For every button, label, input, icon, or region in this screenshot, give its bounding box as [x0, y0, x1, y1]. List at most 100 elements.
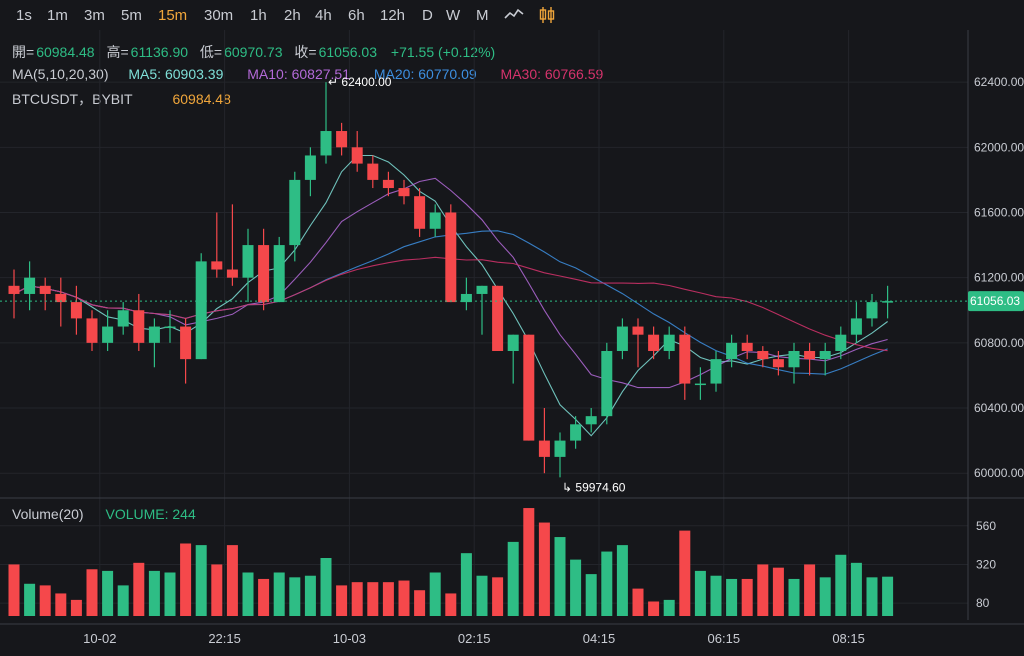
volume-bar	[320, 558, 332, 616]
time-tick-label: 04:15	[583, 631, 616, 646]
volume-bar	[726, 578, 738, 616]
close-value: 61056.03	[318, 44, 377, 60]
line-chart-icon[interactable]	[504, 6, 524, 27]
volume-bar	[398, 580, 410, 616]
high-label: 高=	[106, 44, 129, 60]
volume-bar	[70, 599, 82, 616]
timeframe-15m[interactable]: 15m	[158, 7, 188, 24]
volume-bar	[258, 578, 270, 616]
candle-body	[289, 179, 301, 246]
volume-legend: Volume(20) VOLUME: 244	[12, 506, 198, 522]
symbol-price: 60984.48	[172, 91, 231, 107]
timeframe-12h[interactable]: 12h	[380, 7, 406, 24]
candle-body	[648, 334, 660, 351]
volume-bar	[180, 543, 192, 616]
symbol-name: BTCUSDT，BYBIT	[12, 91, 133, 107]
volume-bar	[429, 572, 441, 616]
timeframe-1m[interactable]: 1m	[47, 7, 68, 24]
candle-body	[382, 179, 394, 189]
volume-bar	[289, 577, 301, 616]
volume-value: VOLUME: 244	[105, 506, 196, 522]
candle-body	[460, 293, 472, 303]
volume-bar	[8, 564, 20, 616]
volume-bar	[632, 588, 644, 616]
candle-body	[445, 212, 457, 303]
volume-bar	[538, 522, 550, 616]
timeframe-4h[interactable]: 4h	[315, 7, 332, 24]
candle-body	[133, 310, 145, 343]
candle-body	[55, 293, 67, 303]
volume-bar	[772, 567, 784, 616]
volume-bar	[242, 572, 254, 616]
candle-body	[164, 326, 176, 329]
candle-body	[195, 261, 207, 360]
timeframe-5m[interactable]: 5m	[121, 7, 142, 24]
volume-bar	[694, 570, 706, 616]
candle-body	[242, 245, 254, 278]
volume-bar	[226, 545, 238, 616]
open-label: 開=	[12, 44, 35, 60]
candlestick-icon[interactable]	[538, 6, 556, 29]
timeframe-1h[interactable]: 1h	[250, 7, 267, 24]
timeframe-m[interactable]: M	[476, 7, 489, 24]
time-tick-label: 02:15	[458, 631, 491, 646]
candle-body	[804, 350, 816, 360]
candle-body	[679, 334, 691, 384]
candle-body	[351, 147, 363, 164]
high-value: 61136.90	[130, 44, 189, 60]
candle-body	[757, 350, 769, 360]
time-tick-label: 10-03	[333, 631, 366, 646]
volume-bar	[616, 545, 628, 616]
volume-bar	[554, 537, 566, 616]
candle-body	[258, 245, 270, 303]
candle-body	[710, 359, 722, 384]
volume-bar	[336, 585, 348, 616]
volume-bar	[679, 530, 691, 616]
candle-body	[86, 318, 98, 343]
volume-bar	[273, 572, 285, 616]
volume-bar	[195, 545, 207, 616]
price-tick-label: 61600.00	[974, 205, 1024, 219]
candle-body	[414, 196, 426, 229]
candle-body	[492, 285, 504, 351]
volume-bar	[164, 572, 176, 616]
candle-body	[273, 245, 285, 303]
ma5-line	[13, 154, 888, 437]
timeframe-d[interactable]: D	[422, 7, 433, 24]
price-tick-label: 62400.00	[974, 75, 1024, 89]
volume-tick-label: 560	[976, 519, 996, 533]
timeframe-30m[interactable]: 30m	[204, 7, 234, 24]
timeframe-3m[interactable]: 3m	[84, 7, 105, 24]
timeframe-6h[interactable]: 6h	[348, 7, 365, 24]
candle-body	[148, 326, 160, 343]
low-annotation: ↳ 59974.60	[562, 480, 626, 494]
timeframe-2h[interactable]: 2h	[284, 7, 301, 24]
candle-body	[102, 326, 114, 343]
candle-body	[601, 350, 613, 417]
low-label: 低=	[199, 44, 223, 60]
candle-body	[616, 326, 628, 351]
current-price-badge	[968, 291, 1024, 312]
candle-body	[226, 269, 238, 278]
candle-body	[336, 131, 348, 148]
candle-body	[663, 334, 675, 351]
candle-body	[8, 285, 20, 294]
volume-bar	[663, 599, 675, 616]
ma30-value: MA30: 60766.59	[500, 66, 604, 82]
volume-bar	[866, 577, 878, 616]
price-tick-label: 62000.00	[974, 140, 1024, 154]
timeframe-1s[interactable]: 1s	[16, 7, 32, 24]
ma10-line	[13, 177, 888, 389]
volume-bar	[710, 575, 722, 616]
candle-body	[117, 310, 129, 327]
ohlc-row: 開= 60984.48 高= 61136.90 低= 60970.73 收= 61056…	[12, 42, 497, 62]
candle-body	[570, 424, 582, 441]
candle-body	[523, 334, 535, 441]
candle-body	[320, 131, 332, 156]
candle-body	[554, 440, 566, 457]
timeframe-w[interactable]: W	[446, 7, 461, 24]
price-tick-label: 60800.00	[974, 336, 1024, 350]
volume-bar	[24, 583, 36, 616]
candle-body	[585, 416, 597, 425]
candle-body	[24, 277, 36, 294]
